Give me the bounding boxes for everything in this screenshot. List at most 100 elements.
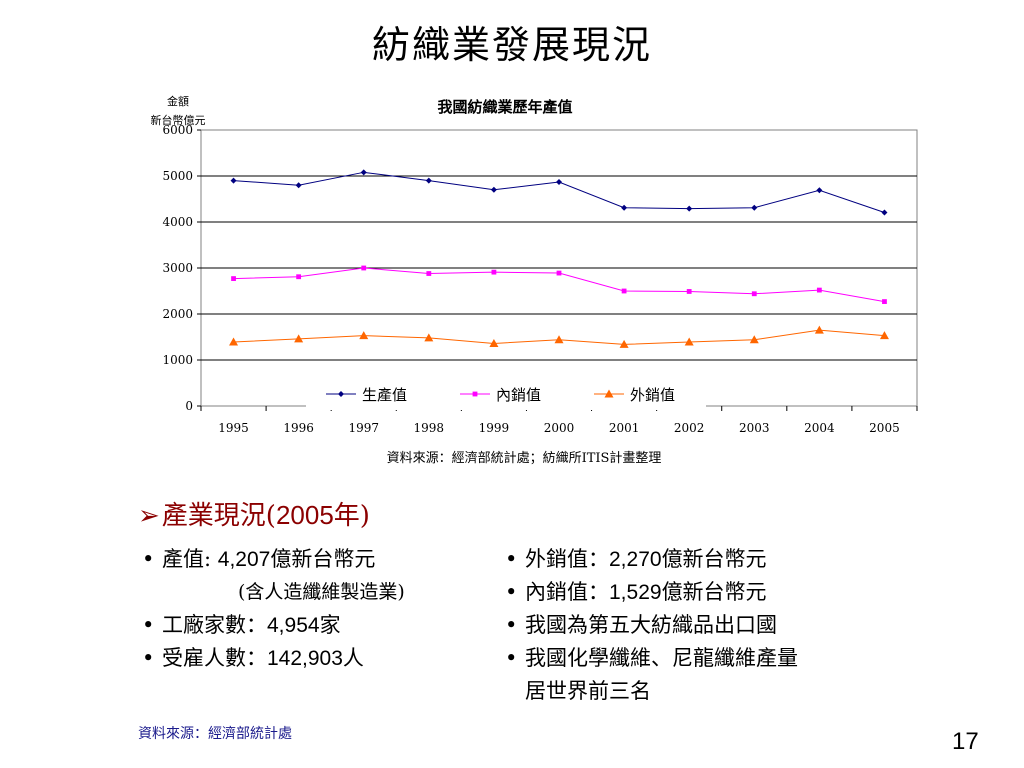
data-point: [881, 209, 888, 216]
bullet-dot-icon: •: [505, 580, 518, 604]
legend-marker: [338, 391, 344, 397]
data-point: [684, 337, 694, 346]
data-point: [360, 169, 367, 176]
data-point: [294, 334, 304, 343]
y-tick-label: 6000: [162, 123, 193, 137]
x-tick-label: 2005: [869, 421, 900, 435]
data-point: [751, 204, 758, 211]
x-tick-label: 1999: [479, 421, 510, 435]
chart-source-note: 資料來源：經濟部統計處；紡織所ITIS計畫整理: [387, 450, 662, 466]
data-point: [359, 331, 369, 340]
section-heading: ➢產業現況(2005年): [138, 495, 370, 532]
series-1: [231, 265, 887, 304]
data-point: [491, 269, 497, 275]
chart-title: 我國紡織業歷年產值: [437, 98, 572, 116]
bullet-export-value: • 外銷值：2,270億新台幣元: [505, 543, 798, 576]
data-point: [816, 187, 823, 194]
y-tick-label: 4000: [162, 215, 193, 229]
y-tick-label: 1000: [162, 353, 193, 367]
legend-marker: [472, 391, 478, 397]
bullet-fiber-output: • 我國化學纖維、尼龍纖維產量: [505, 642, 798, 675]
x-axis-ticks: 1995 1996 1997 1998 1999 2000 2001 2002 2003 2004…: [200, 406, 918, 435]
y-tick-label: 5000: [162, 169, 193, 183]
bullet-label: 內銷值：: [525, 580, 609, 604]
data-point: [686, 289, 692, 294]
series-2: [229, 325, 889, 348]
legend-label: 內銷值: [496, 386, 541, 404]
data-point: [490, 186, 497, 193]
data-point: [424, 333, 434, 342]
arrow-bullet-icon: ➢: [138, 501, 160, 531]
y-axis-label-line1: 金額: [167, 94, 189, 108]
data-point: [231, 276, 236, 281]
left-bullet-list: • 產值: 4,207億新台幣元 (含人造纖維製造業) • 工廠家數：4,954家 …: [142, 543, 405, 675]
data-point: [230, 177, 237, 184]
bullet-dot-icon: •: [505, 613, 518, 637]
data-point: [425, 177, 432, 184]
data-point: [554, 335, 564, 344]
data-point: [751, 291, 757, 297]
bullet-unit: 家: [319, 613, 341, 637]
data-point: [556, 178, 562, 185]
data-point: [882, 299, 887, 304]
right-bullet-list: • 外銷值：2,270億新台幣元 • 內銷值：1,529億新台幣元 • 我國為第五大紡…: [505, 543, 798, 708]
data-point: [619, 339, 629, 348]
data-point: [686, 205, 693, 212]
x-tick-label: 2003: [739, 421, 770, 435]
legend: 生產值 內銷值 外銷值: [306, 380, 706, 410]
section-title-prefix: 產業現況(: [161, 501, 276, 531]
section-title-year: 2005: [275, 500, 334, 530]
bullet-unit: 億新台幣元: [661, 547, 767, 571]
bullet-value: 4,207: [217, 548, 271, 571]
data-point: [814, 325, 824, 334]
page-number: 17: [952, 728, 979, 755]
bullet-dot-icon: •: [505, 646, 518, 670]
bullet-dot-icon: •: [142, 646, 155, 670]
data-point: [229, 337, 239, 346]
x-tick-label: 2001: [609, 421, 640, 435]
bullet-employee-count: • 受雇人數：142,903人: [142, 642, 405, 675]
y-tick-label: 2000: [162, 307, 193, 321]
y-tick-label: 0: [185, 399, 193, 413]
grid-lines: [201, 175, 917, 361]
data-point: [621, 288, 627, 294]
bullet-label: 受雇人數：: [162, 646, 267, 670]
y-axis-ticks: 0 1000 2000 3000 4000 5000 6000: [162, 123, 201, 413]
bullet-unit: 億新台幣元: [661, 580, 767, 604]
series-0: [230, 169, 888, 216]
slide-title: 紡織業發展現況: [371, 23, 652, 67]
bullet-label: 產值:: [162, 547, 218, 571]
x-tick-label: 1995: [218, 421, 249, 435]
bullet-subnote: (含人造纖維製造業): [238, 581, 405, 603]
bullet-factory-count: • 工廠家數：4,954家: [142, 609, 405, 642]
bullet-production-value: • 產值: 4,207億新台幣元: [142, 543, 405, 576]
bullet-dot-icon: •: [142, 613, 155, 637]
legend-label: 外銷值: [630, 386, 675, 404]
x-tick-label: 1998: [414, 421, 445, 435]
bullet-export-rank: • 我國為第五大紡織品出口國: [505, 609, 798, 642]
bullet-value: 4,954: [267, 614, 320, 637]
data-point: [296, 274, 302, 280]
data-point: [879, 331, 889, 340]
bullet-value: 1,529: [609, 581, 662, 604]
legend-label: 生產值: [362, 386, 407, 404]
series-layer: [229, 169, 889, 348]
data-point: [426, 271, 432, 276]
data-point: [749, 335, 759, 344]
data-point: [816, 287, 822, 293]
bullet-label: 工廠家數：: [162, 613, 267, 637]
bullet-domestic-value: • 內銷值：1,529億新台幣元: [505, 576, 798, 609]
data-point: [361, 265, 367, 271]
bullet-text: 我國化學纖維、尼龍纖維產量: [525, 646, 798, 670]
bullet-continuation: 居世界前三名: [525, 679, 651, 703]
y-axis-label-line2: 新台幣億元: [151, 113, 206, 127]
data-point: [489, 338, 499, 347]
data-point: [295, 182, 302, 189]
x-tick-label: 1997: [348, 421, 379, 435]
x-tick-label: 2004: [804, 421, 835, 435]
data-point: [556, 270, 562, 276]
footer-source: 資料來源：經濟部統計處: [138, 726, 292, 742]
section-title-suffix: 年): [333, 501, 370, 531]
data-point: [621, 204, 628, 211]
